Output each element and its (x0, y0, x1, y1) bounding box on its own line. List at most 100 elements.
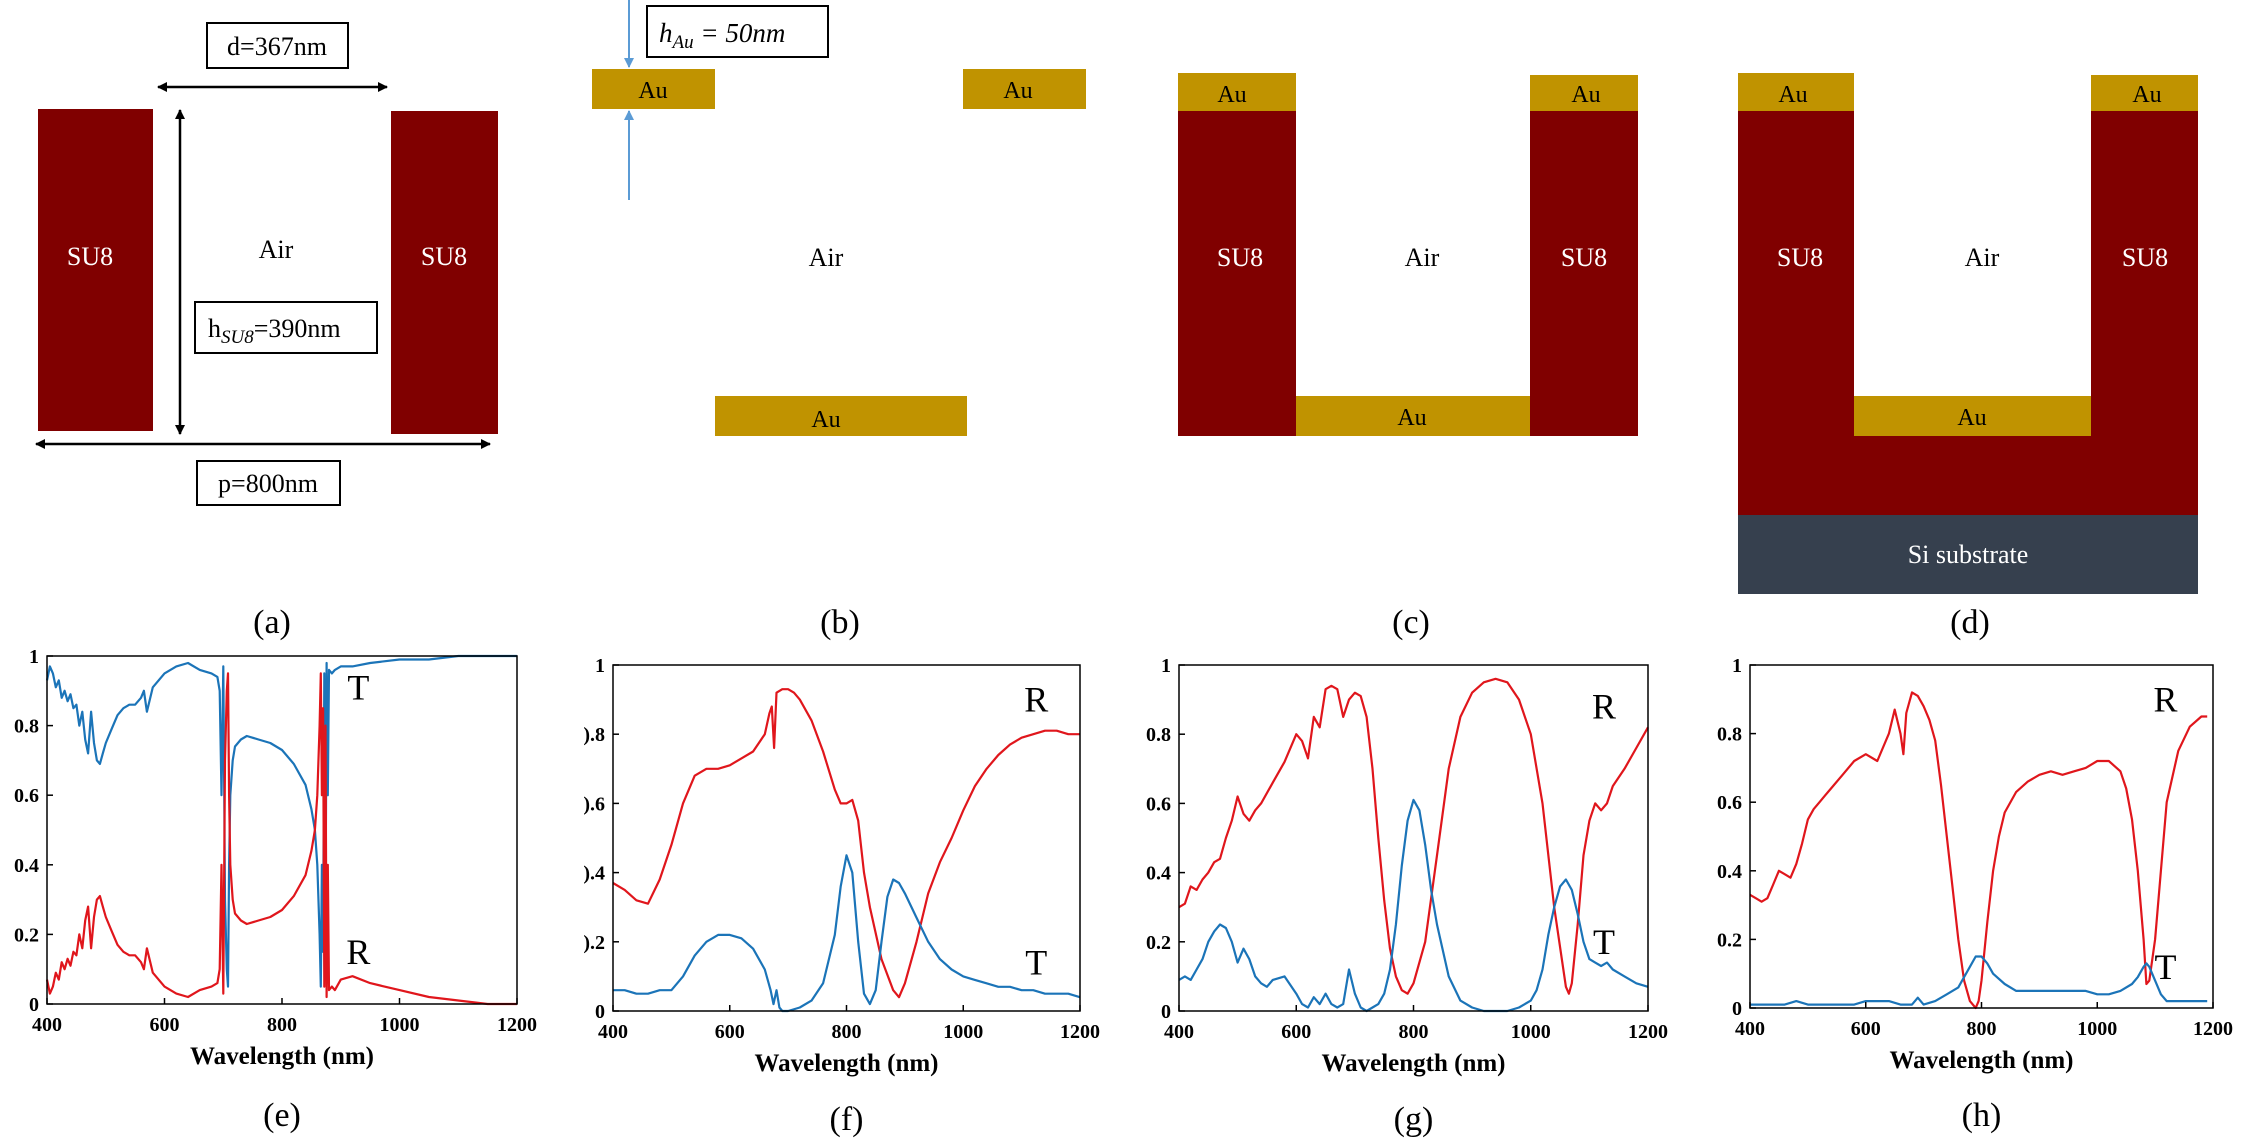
x-tick-label: 600 (1281, 1021, 1311, 1043)
series-label-R: R (2154, 679, 2178, 719)
x-tick-label: 800 (1967, 1018, 1997, 1040)
au-bottom (1296, 396, 1530, 436)
y-tick-label: 0.6 (14, 785, 39, 807)
air-label: Air (809, 243, 844, 272)
plot-frame (46, 655, 518, 1005)
y-tick-label: 0.2 (1717, 929, 1742, 951)
y-tick-label: 1 (29, 646, 39, 668)
y-tick-label: 0.2 (14, 924, 39, 946)
x-tick-label: 600 (1851, 1018, 1881, 1040)
caption-a: (a) (253, 604, 291, 641)
chart-e: 400 600 800 1000 1200 0 0.2 0.4 0.6 0.8 1 Wavelengt… (14, 646, 537, 1134)
series-label-T: T (2155, 947, 2177, 987)
schematic-d: Au Au SU8 SU8 Air Au Si substrate (d) (1738, 73, 2198, 641)
chart-caption: (h) (1962, 1097, 2002, 1134)
y-tick-label: 0.4 (1146, 863, 1171, 885)
caption-d: (d) (1950, 604, 1990, 641)
y-tick-label: 0.8 (14, 716, 39, 738)
su8-left-block (1178, 109, 1296, 436)
height-dimension-label: hSU8=390nm (208, 314, 341, 348)
su8-left-label: SU8 (1217, 243, 1263, 272)
y-tick-label: 1 (1161, 655, 1171, 677)
chart-g: 400 600 800 1000 1200 0 0.2 0.4 0.6 0.8 1 Wavelengt… (1146, 655, 1668, 1138)
air-label: Air (1405, 243, 1440, 272)
period-dimension-label: p=800nm (218, 469, 318, 498)
au-cap-right-label: Au (2132, 82, 2161, 108)
air-cavity (1854, 109, 2091, 396)
au-cap-left-label: Au (1217, 82, 1246, 108)
su8-right-block (1530, 109, 1638, 436)
x-tick-label: 400 (1164, 1021, 1194, 1043)
series-line-R (612, 688, 1080, 999)
x-tick-label: 1200 (2193, 1018, 2233, 1040)
au-bottom (715, 396, 967, 436)
x-axis-label: Wavelength (nm) (190, 1043, 374, 1070)
series-label-R: R (346, 932, 370, 972)
chart-f: 400 600 800 1000 1200 0).2).4).6).8 1 Wavelengt… (583, 655, 1100, 1138)
su8-right-label: SU8 (421, 242, 467, 271)
su8-left-block (38, 109, 153, 431)
x-tick-label: 400 (1735, 1018, 1765, 1040)
y-tick-label: 0 (1161, 1001, 1171, 1023)
si-substrate-label: Si substrate (1908, 540, 2029, 569)
y-tick-label: 1 (595, 655, 605, 677)
chart-caption: (g) (1394, 1101, 1434, 1138)
hau-dimension-label: hAu = 50nm (659, 18, 785, 53)
au-top-left-label: Au (638, 78, 667, 104)
au-cap-left (1178, 73, 1296, 111)
air-label: Air (1965, 243, 2000, 272)
gap-dimension-label: d=367nm (227, 32, 327, 61)
series-label-R: R (1024, 680, 1048, 720)
y-tick-label: 0.4 (1717, 861, 1742, 883)
su8-left-label: SU8 (67, 242, 113, 271)
x-tick-label: 1000 (943, 1021, 983, 1043)
chart-h: 400 600 800 1000 1200 0 0.2 0.4 0.6 0.8 1 Wavelengt… (1717, 655, 2233, 1134)
y-tick-label: ).8 (583, 724, 605, 746)
chart-caption: (f) (830, 1101, 864, 1138)
y-tick-label: 1 (1732, 655, 1742, 677)
x-axis-label: Wavelength (nm) (1321, 1050, 1505, 1077)
schematic-a: SU8 SU8 Air d=367nm hSU8=390nm p=800nm (… (35, 22, 498, 641)
au-bottom (1854, 396, 2091, 436)
period-dimension-box (196, 460, 341, 506)
y-tick-label: 0.6 (1146, 793, 1171, 815)
height-dimension-box (194, 301, 378, 354)
schematic-b: Au Au Au Air hAu = 50nm (b) (592, 0, 1086, 641)
au-cap-right (2091, 75, 2198, 111)
x-tick-label: 1200 (1628, 1021, 1668, 1043)
plot-frame (612, 664, 1081, 1012)
hau-dimension-box (646, 5, 829, 58)
series-line-T (1750, 955, 2208, 1006)
y-tick-label: 0 (29, 994, 39, 1016)
y-tick-label: 0.2 (1146, 932, 1171, 954)
au-bottom-label: Au (811, 407, 840, 433)
series-label-T: T (1025, 943, 1047, 983)
au-cap-right (1530, 75, 1638, 111)
su8-left-label: SU8 (1777, 243, 1823, 272)
x-tick-label: 1000 (2077, 1018, 2117, 1040)
x-axis-label: Wavelength (nm) (754, 1050, 938, 1077)
x-axis-label: Wavelength (nm) (1889, 1047, 2073, 1074)
su8-right-label: SU8 (1561, 243, 1607, 272)
y-tick-label: 0.8 (1717, 724, 1742, 746)
y-tick-label: 0 (595, 1001, 605, 1023)
x-tick-label: 400 (598, 1021, 628, 1043)
caption-b: (b) (820, 604, 860, 641)
series-line-T (613, 854, 1081, 1013)
y-tick-label: 0 (1732, 998, 1742, 1020)
au-top-right (963, 69, 1086, 109)
series-line-T (1178, 798, 1649, 1013)
series-line-T (45, 654, 517, 988)
caption-c: (c) (1392, 604, 1430, 641)
su8-right-block (391, 111, 498, 434)
x-tick-label: 800 (267, 1014, 297, 1036)
au-cap-right-label: Au (1571, 82, 1600, 108)
x-tick-label: 800 (1399, 1021, 1429, 1043)
au-bottom-label: Au (1957, 405, 1986, 431)
x-tick-label: 600 (150, 1014, 180, 1036)
y-tick-label: ).2 (583, 932, 605, 954)
x-tick-label: 400 (32, 1014, 62, 1036)
schematic-c: Au Au SU8 SU8 Air Au (c) (1178, 73, 1638, 641)
si-substrate (1738, 515, 2198, 594)
